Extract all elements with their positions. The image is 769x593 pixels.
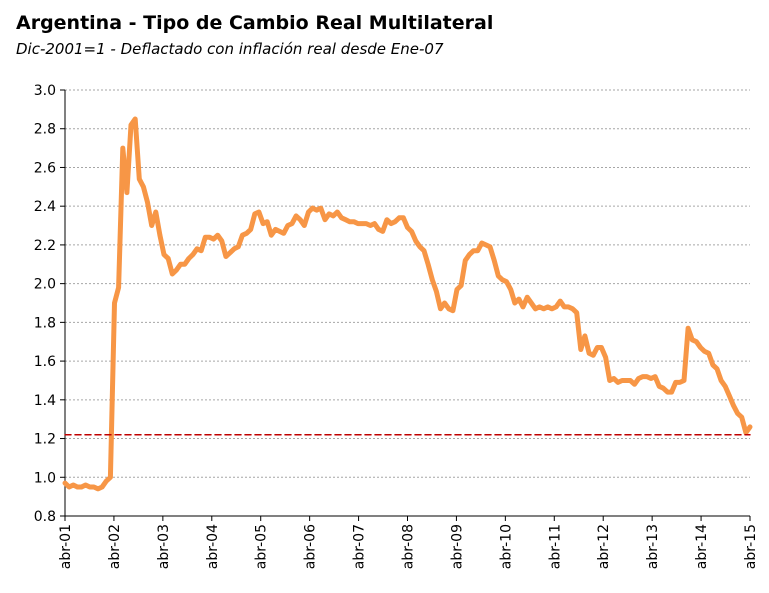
x-tick-label: abr-15: [743, 524, 759, 569]
x-tick-label: abr-09: [449, 524, 465, 569]
x-tick-label: abr-11: [547, 524, 563, 569]
y-tick-label: 2.2: [34, 238, 56, 254]
chart-subtitle: Dic-2001=1 - Deflactado con inflación re…: [16, 40, 444, 58]
x-tick-label: abr-14: [694, 524, 710, 569]
y-tick-label: 2.0: [34, 277, 56, 293]
y-tick-label: 1.0: [34, 470, 56, 486]
series-line: [62, 116, 753, 492]
y-tick-label: 2.8: [34, 122, 56, 138]
x-tick-label: abr-12: [596, 524, 612, 569]
y-tick-label: 1.6: [34, 354, 56, 370]
chart-title: Argentina - Tipo de Cambio Real Multilat…: [16, 12, 494, 34]
x-tick-label: abr-05: [254, 524, 270, 569]
x-tick-label: abr-10: [498, 524, 514, 569]
x-tick-label: abr-13: [645, 524, 661, 569]
y-tick-label: 3.0: [34, 83, 56, 99]
x-tick-label: abr-03: [156, 524, 172, 569]
x-tick-label: abr-08: [401, 524, 417, 569]
y-tick-label: 1.8: [34, 315, 56, 331]
x-tick-label: abr-06: [303, 524, 319, 569]
y-tick-label: 2.4: [34, 199, 56, 215]
y-tick-label: 0.8: [34, 509, 56, 525]
y-tick-label: 1.2: [34, 432, 56, 448]
x-tick-label: abr-04: [205, 524, 221, 569]
x-tick-label: abr-02: [107, 524, 123, 569]
y-tick-label: 2.6: [34, 160, 56, 176]
x-tick-label: abr-01: [58, 524, 74, 569]
x-tick-label: abr-07: [352, 524, 368, 569]
y-tick-label: 1.4: [34, 393, 56, 409]
